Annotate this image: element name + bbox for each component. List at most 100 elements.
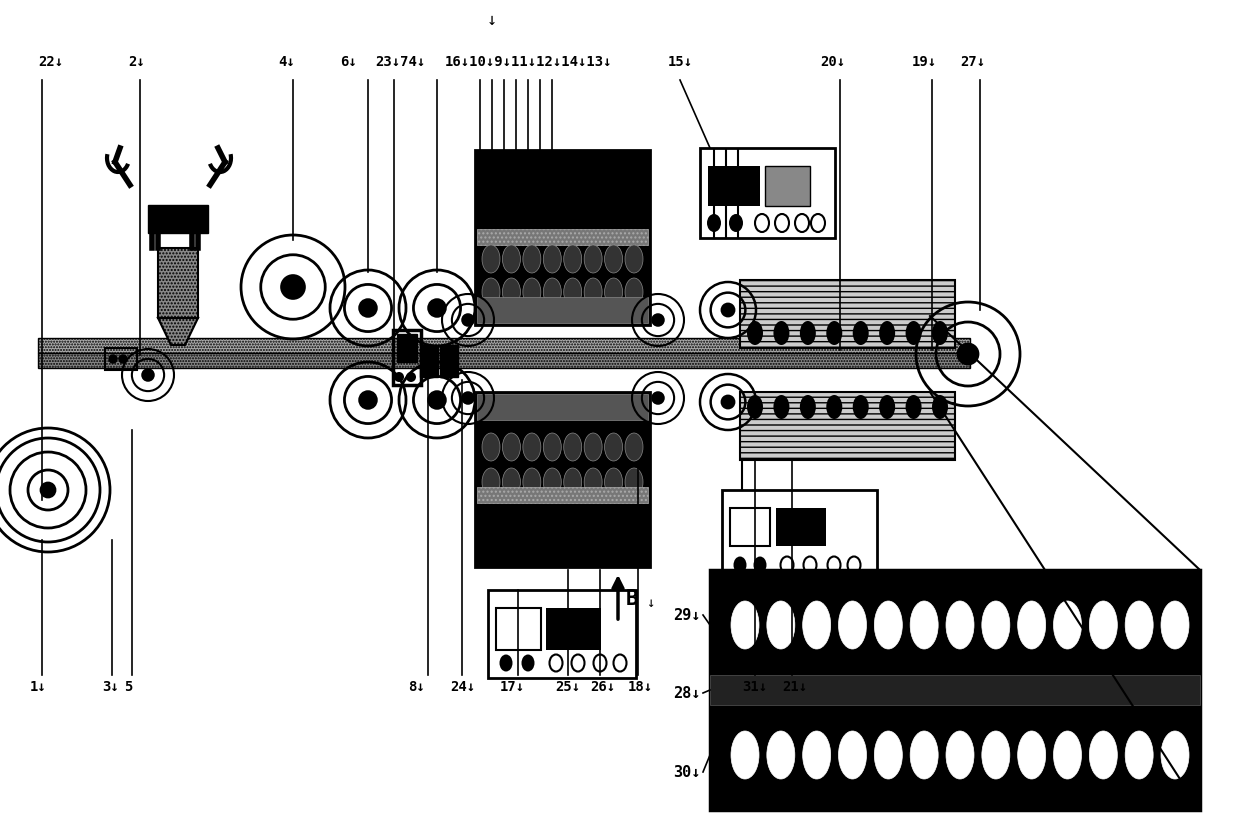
Bar: [730, 508, 770, 546]
Ellipse shape: [874, 731, 903, 779]
Bar: [157, 248, 198, 318]
Bar: [477, 297, 649, 323]
Ellipse shape: [774, 395, 790, 419]
Ellipse shape: [802, 731, 831, 779]
Ellipse shape: [1054, 731, 1081, 779]
Circle shape: [405, 372, 415, 382]
Ellipse shape: [838, 601, 867, 649]
Text: 1↓: 1↓: [30, 680, 47, 694]
Ellipse shape: [1125, 601, 1153, 649]
Ellipse shape: [502, 433, 521, 461]
Bar: [477, 394, 649, 420]
Bar: [475, 150, 650, 325]
Ellipse shape: [500, 654, 512, 672]
Ellipse shape: [584, 433, 603, 461]
Bar: [38, 338, 970, 353]
Ellipse shape: [502, 468, 521, 496]
Ellipse shape: [522, 654, 534, 672]
Ellipse shape: [734, 556, 746, 574]
Text: 26↓: 26↓: [590, 680, 615, 694]
Text: 17↓: 17↓: [500, 680, 525, 694]
Circle shape: [463, 392, 474, 404]
Ellipse shape: [625, 468, 644, 496]
Text: 27↓: 27↓: [960, 55, 985, 69]
Ellipse shape: [946, 731, 973, 779]
Text: 3↓: 3↓: [102, 680, 119, 694]
Bar: [420, 345, 438, 377]
Bar: [740, 392, 955, 460]
Text: 21↓: 21↓: [782, 680, 807, 694]
Text: B: B: [626, 589, 639, 609]
Ellipse shape: [1125, 731, 1153, 779]
Ellipse shape: [1089, 601, 1117, 649]
Ellipse shape: [584, 468, 603, 496]
Text: 20↓: 20↓: [820, 55, 846, 69]
Text: 8↓: 8↓: [408, 680, 425, 694]
Ellipse shape: [584, 278, 603, 306]
Ellipse shape: [523, 433, 541, 461]
Ellipse shape: [853, 395, 869, 419]
Text: 30↓: 30↓: [672, 764, 701, 779]
Ellipse shape: [800, 395, 816, 419]
Ellipse shape: [564, 468, 582, 496]
Ellipse shape: [905, 321, 921, 345]
Ellipse shape: [732, 731, 759, 779]
Ellipse shape: [523, 468, 541, 496]
Text: 15↓: 15↓: [668, 55, 693, 69]
Ellipse shape: [605, 245, 622, 273]
Text: 22↓: 22↓: [38, 55, 63, 69]
Ellipse shape: [982, 731, 1009, 779]
Bar: [148, 205, 208, 233]
Circle shape: [429, 391, 445, 409]
Ellipse shape: [482, 278, 500, 306]
Text: ↓: ↓: [487, 11, 497, 29]
Ellipse shape: [543, 468, 562, 496]
Ellipse shape: [605, 433, 622, 461]
Bar: [440, 345, 458, 377]
Text: 28↓: 28↓: [672, 686, 701, 700]
Ellipse shape: [932, 321, 949, 345]
Circle shape: [143, 369, 154, 381]
Ellipse shape: [766, 601, 795, 649]
Text: 4↓: 4↓: [278, 55, 295, 69]
Circle shape: [360, 391, 377, 409]
Bar: [38, 353, 970, 368]
Ellipse shape: [482, 468, 500, 496]
Text: ↓: ↓: [646, 596, 655, 610]
Ellipse shape: [1161, 731, 1189, 779]
Ellipse shape: [932, 395, 949, 419]
Ellipse shape: [879, 321, 895, 345]
Text: 29↓: 29↓: [672, 607, 701, 622]
Ellipse shape: [502, 278, 521, 306]
Ellipse shape: [826, 321, 842, 345]
Circle shape: [652, 392, 663, 404]
Ellipse shape: [729, 214, 743, 232]
Ellipse shape: [910, 731, 939, 779]
Ellipse shape: [625, 433, 644, 461]
Circle shape: [959, 344, 978, 364]
Ellipse shape: [826, 395, 842, 419]
Bar: [477, 487, 649, 503]
Circle shape: [429, 300, 445, 316]
Ellipse shape: [523, 245, 541, 273]
Text: 16↓10↓9↓11↓12↓14↓13↓: 16↓10↓9↓11↓12↓14↓13↓: [445, 55, 613, 69]
Bar: [722, 490, 877, 580]
Ellipse shape: [543, 278, 562, 306]
Ellipse shape: [1161, 601, 1189, 649]
Text: 6↓: 6↓: [340, 55, 357, 69]
Ellipse shape: [584, 245, 603, 273]
Ellipse shape: [732, 601, 759, 649]
Circle shape: [722, 304, 734, 316]
Ellipse shape: [707, 214, 720, 232]
Polygon shape: [157, 318, 198, 345]
Text: 23↓74↓: 23↓74↓: [374, 55, 425, 69]
Text: 31↓: 31↓: [742, 680, 768, 694]
Ellipse shape: [910, 601, 939, 649]
Ellipse shape: [543, 245, 562, 273]
Bar: [776, 508, 826, 546]
Text: 2↓: 2↓: [128, 55, 145, 69]
Circle shape: [463, 314, 474, 326]
Circle shape: [119, 355, 126, 363]
Ellipse shape: [523, 278, 541, 306]
Ellipse shape: [874, 601, 903, 649]
